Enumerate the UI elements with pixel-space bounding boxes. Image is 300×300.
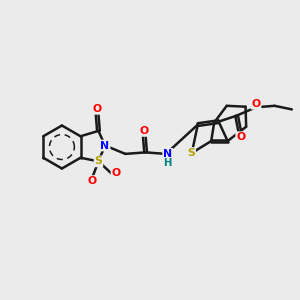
Text: O: O	[140, 126, 149, 136]
Text: O: O	[112, 168, 121, 178]
Text: N: N	[163, 149, 172, 159]
Text: H: H	[164, 158, 172, 168]
Text: O: O	[251, 99, 261, 109]
Text: S: S	[94, 156, 102, 166]
Text: O: O	[87, 176, 96, 186]
Text: N: N	[100, 140, 109, 151]
Text: O: O	[236, 132, 245, 142]
Text: O: O	[92, 104, 101, 114]
Text: S: S	[187, 148, 195, 158]
